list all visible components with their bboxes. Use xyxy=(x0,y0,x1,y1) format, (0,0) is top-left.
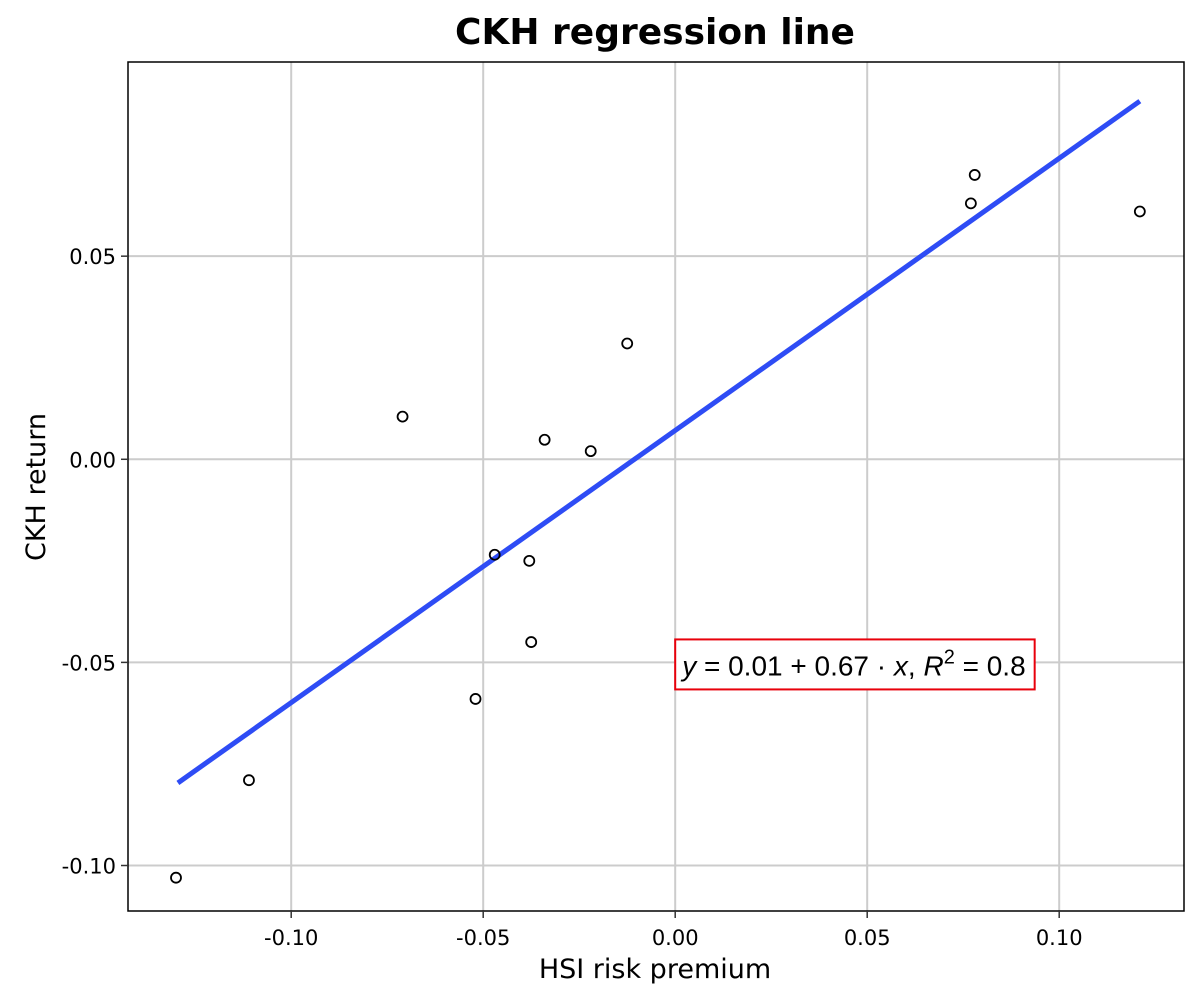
scatter-point xyxy=(968,169,981,181)
y-axis-label: CKH return xyxy=(21,413,52,561)
x-axis-ticks: -0.10 -0.05 0.00 0.05 0.10 xyxy=(264,911,1083,950)
y-tick-label: -0.10 xyxy=(62,855,116,879)
y-axis-ticks: -0.10 -0.05 0.00 0.05 xyxy=(62,245,128,879)
y-tick-label: 0.05 xyxy=(69,245,116,269)
scatter-point xyxy=(469,693,482,705)
scatter-point xyxy=(964,197,977,210)
scatter-point xyxy=(396,410,409,423)
scatter-point xyxy=(538,433,551,446)
scatter-point xyxy=(170,871,182,884)
annotation-equation: = 0.01 + 0.67 · xyxy=(696,650,894,681)
scatter-points xyxy=(170,169,1146,884)
y-tick-label: -0.05 xyxy=(62,651,116,675)
scatter-point xyxy=(488,548,501,561)
x-tick-label: -0.05 xyxy=(456,926,510,950)
scatter-point xyxy=(621,337,634,350)
grid-lines xyxy=(128,62,1184,911)
plot-frame xyxy=(127,61,1185,912)
scatter-point xyxy=(525,636,538,648)
annotation-separator: , xyxy=(908,650,924,681)
annotation-value: = 0.8 xyxy=(955,650,1026,681)
chart-title: CKH regression line xyxy=(455,12,855,53)
scatter-point xyxy=(243,774,255,787)
x-tick-label: 0.00 xyxy=(652,926,699,950)
regression-line xyxy=(176,99,1142,785)
scatter-point xyxy=(584,445,597,458)
annotation-x: x xyxy=(892,650,909,681)
annotation-superscript: 2 xyxy=(944,646,955,668)
annotation-text: y = 0.01 + 0.67 · x, R2 = 0.8 xyxy=(680,646,1025,681)
regression-annotation: y = 0.01 + 0.67 · x, R2 = 0.8 xyxy=(674,638,1036,691)
scatter-point xyxy=(1133,205,1146,218)
x-tick-label: 0.10 xyxy=(1036,926,1083,950)
y-tick-label: 0.00 xyxy=(69,448,116,472)
annotation-box xyxy=(674,638,1036,691)
x-axis-label: HSI risk premium xyxy=(539,954,771,985)
annotation-y: y xyxy=(680,650,698,681)
regression-line-group xyxy=(176,99,1142,785)
scatter-point xyxy=(523,554,536,567)
x-tick-label: 0.05 xyxy=(844,926,891,950)
annotation-r: R xyxy=(923,650,943,681)
x-tick-label: -0.10 xyxy=(264,926,318,950)
